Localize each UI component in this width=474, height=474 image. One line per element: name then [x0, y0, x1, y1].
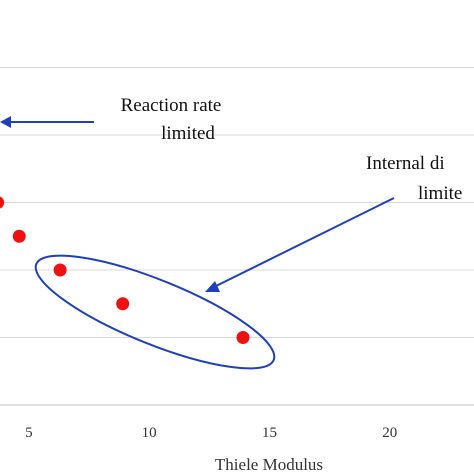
annotation-internal-diffusion-line-2: limite	[418, 183, 462, 204]
data-point-5	[236, 331, 250, 344]
x-tick-label-20: 20	[382, 425, 397, 441]
internal-diffusion-arrow-head	[205, 281, 220, 292]
x-axis-label: Thiele Modulus	[215, 455, 323, 474]
reaction-rate-arrow	[0, 116, 94, 128]
internal-diffusion-ellipse	[34, 254, 276, 370]
reaction-rate-arrow-head	[0, 116, 11, 128]
x-tick-label-10: 10	[142, 425, 157, 441]
internal-diffusion-arrow	[205, 197, 395, 292]
data-points	[0, 196, 250, 344]
annotation-reaction-rate-line-1: Reaction rate	[121, 95, 222, 116]
x-tick-label-15: 15	[262, 425, 277, 441]
data-point-2	[12, 229, 26, 243]
x-tick-labels: 5 10 15 20	[25, 425, 397, 441]
data-point-3	[53, 263, 67, 277]
data-point-1	[0, 196, 5, 209]
annotations: Reaction rate limited Internal di limite	[0, 95, 462, 370]
annotation-internal-diffusion-line-1: Internal di	[366, 153, 445, 174]
annotation-reaction-rate-line-2: limited	[161, 123, 215, 144]
internal-diffusion-arrow-shaft	[213, 197, 395, 288]
x-tick-label-5: 5	[25, 425, 33, 441]
grid-lines	[0, 67, 474, 338]
data-point-4	[116, 297, 130, 311]
